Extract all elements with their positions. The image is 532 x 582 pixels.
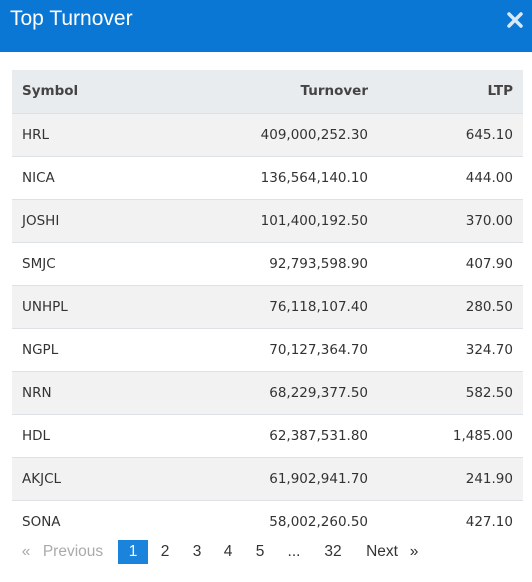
symbol-cell: HRL <box>22 127 50 143</box>
symbol-cell: HDL <box>22 428 51 444</box>
page-link[interactable]: 2 <box>160 543 170 560</box>
symbol-cell: JOSHI <box>22 213 60 229</box>
close-button[interactable] <box>506 11 524 29</box>
turnover-cell: 76,118,107.40 <box>269 299 368 315</box>
column-header: LTP <box>487 83 513 99</box>
table-row: NICA 136,564,140.10 444.00 <box>12 156 523 199</box>
symbol-cell: SMJC <box>22 256 56 272</box>
turnover-cell: 70,127,364.70 <box>269 342 368 358</box>
turnover-cell: 136,564,140.10 <box>260 170 368 186</box>
pagination: « Previous 1 2 3 4 5... 32 Next » <box>0 538 532 566</box>
ltp-cell: 370.00 <box>465 213 513 229</box>
column-header: Turnover <box>300 83 369 99</box>
turnover-cell: 62,387,531.80 <box>269 428 368 444</box>
page-link[interactable]: 5 <box>255 543 265 560</box>
column-header: Symbol <box>22 83 79 99</box>
ltp-cell: 645.10 <box>465 127 513 143</box>
page-link[interactable]: 4 <box>223 543 233 560</box>
table-row: UNHPL 76,118,107.40 280.50 <box>12 285 523 328</box>
ltp-cell: 241.90 <box>465 471 513 487</box>
previous-button: Previous <box>42 543 104 560</box>
table-row: SMJC 92,793,598.90 407.90 <box>12 242 523 285</box>
next-button[interactable]: Next <box>366 543 398 560</box>
table-row: HDL 62,387,531.80 1,485.00 <box>12 414 523 457</box>
symbol-cell: NGPL <box>22 342 59 358</box>
table-row: JOSHI 101,400,192.50 370.00 <box>12 199 523 242</box>
modal-title: Top Turnover <box>10 7 133 30</box>
close-icon <box>507 12 523 28</box>
table-header-row: Symbol Turnover LTP <box>12 70 523 113</box>
first-page: « <box>21 543 31 560</box>
ltp-cell: 427.10 <box>465 514 513 530</box>
modal-header: Top Turnover <box>0 0 532 52</box>
symbol-cell: SONA <box>22 514 61 530</box>
table-row: SONA 58,002,260.50 427.10 <box>12 500 523 543</box>
last-page[interactable]: » <box>409 543 419 560</box>
symbol-cell: NRN <box>22 385 52 401</box>
turnover-cell: 409,000,252.30 <box>260 127 368 143</box>
table-row: HRL 409,000,252.30 645.10 <box>12 113 523 156</box>
turnover-cell: 101,400,192.50 <box>260 213 368 229</box>
turnover-cell: 68,229,377.50 <box>269 385 368 401</box>
ltp-cell: 444.00 <box>465 170 513 186</box>
ltp-cell: 324.70 <box>465 342 513 358</box>
symbol-cell: AKJCL <box>22 471 62 487</box>
page-link[interactable]: 1 <box>118 540 148 564</box>
turnover-cell: 61,902,941.70 <box>269 471 368 487</box>
ltp-cell: 280.50 <box>465 299 513 315</box>
table-row: NGPL 70,127,364.70 324.70 <box>12 328 523 371</box>
page-link[interactable]: 32 <box>324 543 342 560</box>
ltp-cell: 582.50 <box>465 385 513 401</box>
ltp-cell: 1,485.00 <box>452 428 513 444</box>
turnover-cell: 58,002,260.50 <box>269 514 368 530</box>
table-row: NRN 68,229,377.50 582.50 <box>12 371 523 414</box>
page-link[interactable]: ... <box>287 543 301 560</box>
symbol-cell: UNHPL <box>22 299 68 315</box>
table-row: AKJCL 61,902,941.70 241.90 <box>12 457 523 500</box>
turnover-cell: 92,793,598.90 <box>269 256 368 272</box>
symbol-cell: NICA <box>22 170 55 186</box>
ltp-cell: 407.90 <box>465 256 513 272</box>
page-link[interactable]: 3 <box>192 543 202 560</box>
